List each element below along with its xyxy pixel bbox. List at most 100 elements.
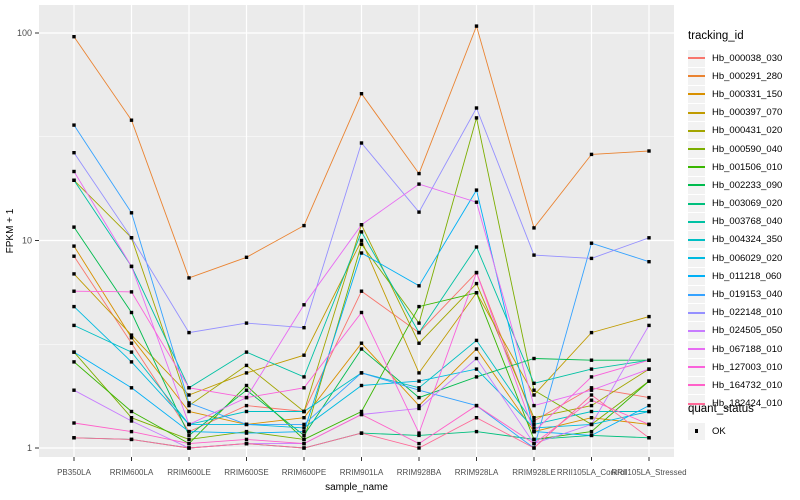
- data-point: [589, 429, 594, 434]
- data-point: [72, 151, 76, 155]
- data-point: [417, 433, 421, 438]
- data-point: [302, 353, 306, 357]
- data-point: [187, 437, 191, 442]
- data-point: [244, 441, 249, 446]
- data-point: [72, 244, 76, 248]
- data-point: [72, 323, 76, 328]
- data-point: [72, 178, 76, 182]
- data-point: [359, 412, 364, 417]
- legend-key-box: [688, 49, 705, 67]
- data-point: [359, 223, 364, 227]
- data-point: [647, 236, 651, 240]
- legend-key-Hb_127003_010: Hb_127003_010: [688, 358, 800, 376]
- legend-key-label: Hb_000397_070: [712, 107, 783, 119]
- data-point: [302, 386, 306, 390]
- data-point: [244, 395, 249, 400]
- data-point: [589, 367, 594, 371]
- data-point: [129, 290, 134, 294]
- data-point: [589, 409, 594, 414]
- legend-key-box: [688, 85, 705, 103]
- data-point: [532, 441, 536, 446]
- legend-key-label: Hb_000431_020: [712, 125, 783, 137]
- legend-key-label: Hb_019153_040: [712, 289, 783, 301]
- data-point: [532, 381, 536, 385]
- legend-key-Hb_004324_350: Hb_004324_350: [688, 231, 800, 249]
- legend-key-box: [688, 249, 705, 267]
- data-point: [417, 182, 421, 186]
- legend-key-box: [688, 304, 705, 322]
- data-point: [417, 330, 421, 335]
- data-point: [647, 358, 651, 362]
- data-point: [532, 416, 536, 420]
- data-point: [187, 330, 191, 335]
- x-tick-label: RRIM600PE: [282, 468, 326, 477]
- data-point: [589, 152, 594, 157]
- data-point: [187, 401, 191, 405]
- data-point: [129, 333, 134, 337]
- data-point: [417, 321, 421, 325]
- data-point: [532, 437, 536, 442]
- data-point: [417, 284, 421, 288]
- data-point: [72, 436, 76, 440]
- data-point: [187, 422, 191, 427]
- legend-key-box: [688, 195, 705, 213]
- legend-key-Hb_000291_280: Hb_000291_280: [688, 67, 800, 85]
- legend-key-label: Hb_003768_040: [712, 216, 783, 228]
- data-point: [187, 433, 191, 438]
- legend-line-swatch: [688, 148, 705, 151]
- data-point: [129, 437, 134, 442]
- data-point: [359, 310, 364, 315]
- data-point: [187, 393, 191, 397]
- legend-key-label: Hb_000331_150: [712, 88, 783, 100]
- y-tick-label: 10: [22, 236, 32, 246]
- data-point: [244, 350, 249, 354]
- legend-key-box: [688, 158, 705, 176]
- data-point: [474, 116, 479, 120]
- data-point: [474, 338, 479, 343]
- y-tick-label: 100: [17, 28, 32, 38]
- data-point: [417, 379, 421, 383]
- data-point: [72, 360, 76, 364]
- legend-key-Hb_002233_090: Hb_002233_090: [688, 176, 800, 194]
- data-point: [647, 395, 651, 400]
- data-point: [359, 347, 364, 351]
- data-point: [474, 24, 479, 28]
- data-point: [72, 272, 76, 276]
- data-point: [474, 347, 479, 351]
- data-point: [129, 416, 134, 420]
- data-point: [187, 441, 191, 446]
- legend-key-box: [688, 322, 705, 340]
- legend-line-swatch: [688, 129, 705, 132]
- legend-key-Hb_000397_070: Hb_000397_070: [688, 104, 800, 122]
- y-axis-title: FPKM + 1: [5, 208, 16, 253]
- legend-line-swatch: [688, 384, 705, 387]
- data-point: [417, 171, 421, 176]
- legend-key-Hb_022148_010: Hb_022148_010: [688, 304, 800, 322]
- data-point: [302, 303, 306, 307]
- legend-key-box: [688, 213, 705, 231]
- data-point: [417, 406, 421, 411]
- legend-line-swatch: [688, 366, 705, 369]
- legend-line-swatch: [688, 166, 705, 169]
- data-point: [302, 422, 306, 427]
- data-point: [532, 429, 536, 434]
- data-point: [72, 169, 76, 174]
- data-point: [302, 409, 306, 414]
- data-point: [129, 341, 134, 345]
- data-point: [244, 388, 249, 392]
- data-point: [72, 304, 76, 309]
- legend-key-label: Hb_000590_040: [712, 143, 783, 155]
- data-point: [359, 431, 364, 435]
- legend-key-box: [688, 231, 705, 249]
- data-point: [474, 188, 479, 192]
- data-point: [647, 436, 651, 440]
- data-point: [244, 431, 249, 435]
- data-point: [359, 341, 364, 345]
- data-point: [474, 375, 479, 379]
- legend-title-tracking-id: tracking_id: [688, 30, 744, 42]
- data-point: [302, 326, 306, 330]
- legend-key-ok: OK: [688, 422, 800, 440]
- data-point: [417, 341, 421, 345]
- legend-line-swatch: [688, 202, 705, 205]
- data-point: [187, 446, 191, 450]
